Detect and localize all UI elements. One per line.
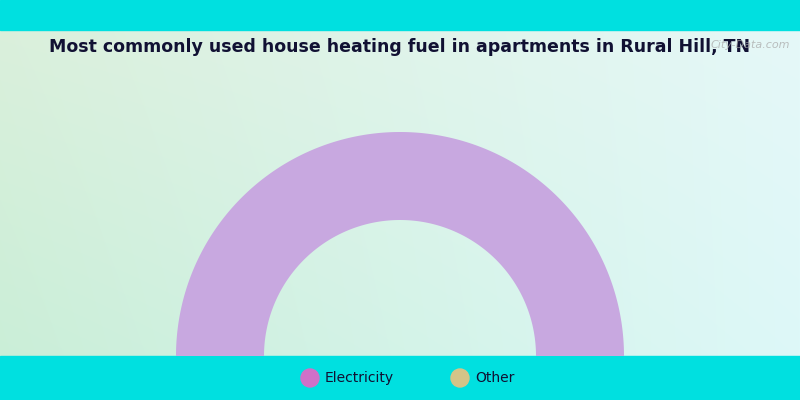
- Bar: [0, 0, 800, 30]
- Text: Electricity: Electricity: [325, 371, 394, 385]
- Text: City-Data.com: City-Data.com: [710, 40, 790, 50]
- Circle shape: [301, 369, 319, 387]
- Polygon shape: [176, 132, 624, 356]
- Text: Most commonly used house heating fuel in apartments in Rural Hill, TN: Most commonly used house heating fuel in…: [50, 38, 750, 56]
- Text: Other: Other: [475, 371, 514, 385]
- Circle shape: [451, 369, 469, 387]
- Bar: [0, 356, 800, 400]
